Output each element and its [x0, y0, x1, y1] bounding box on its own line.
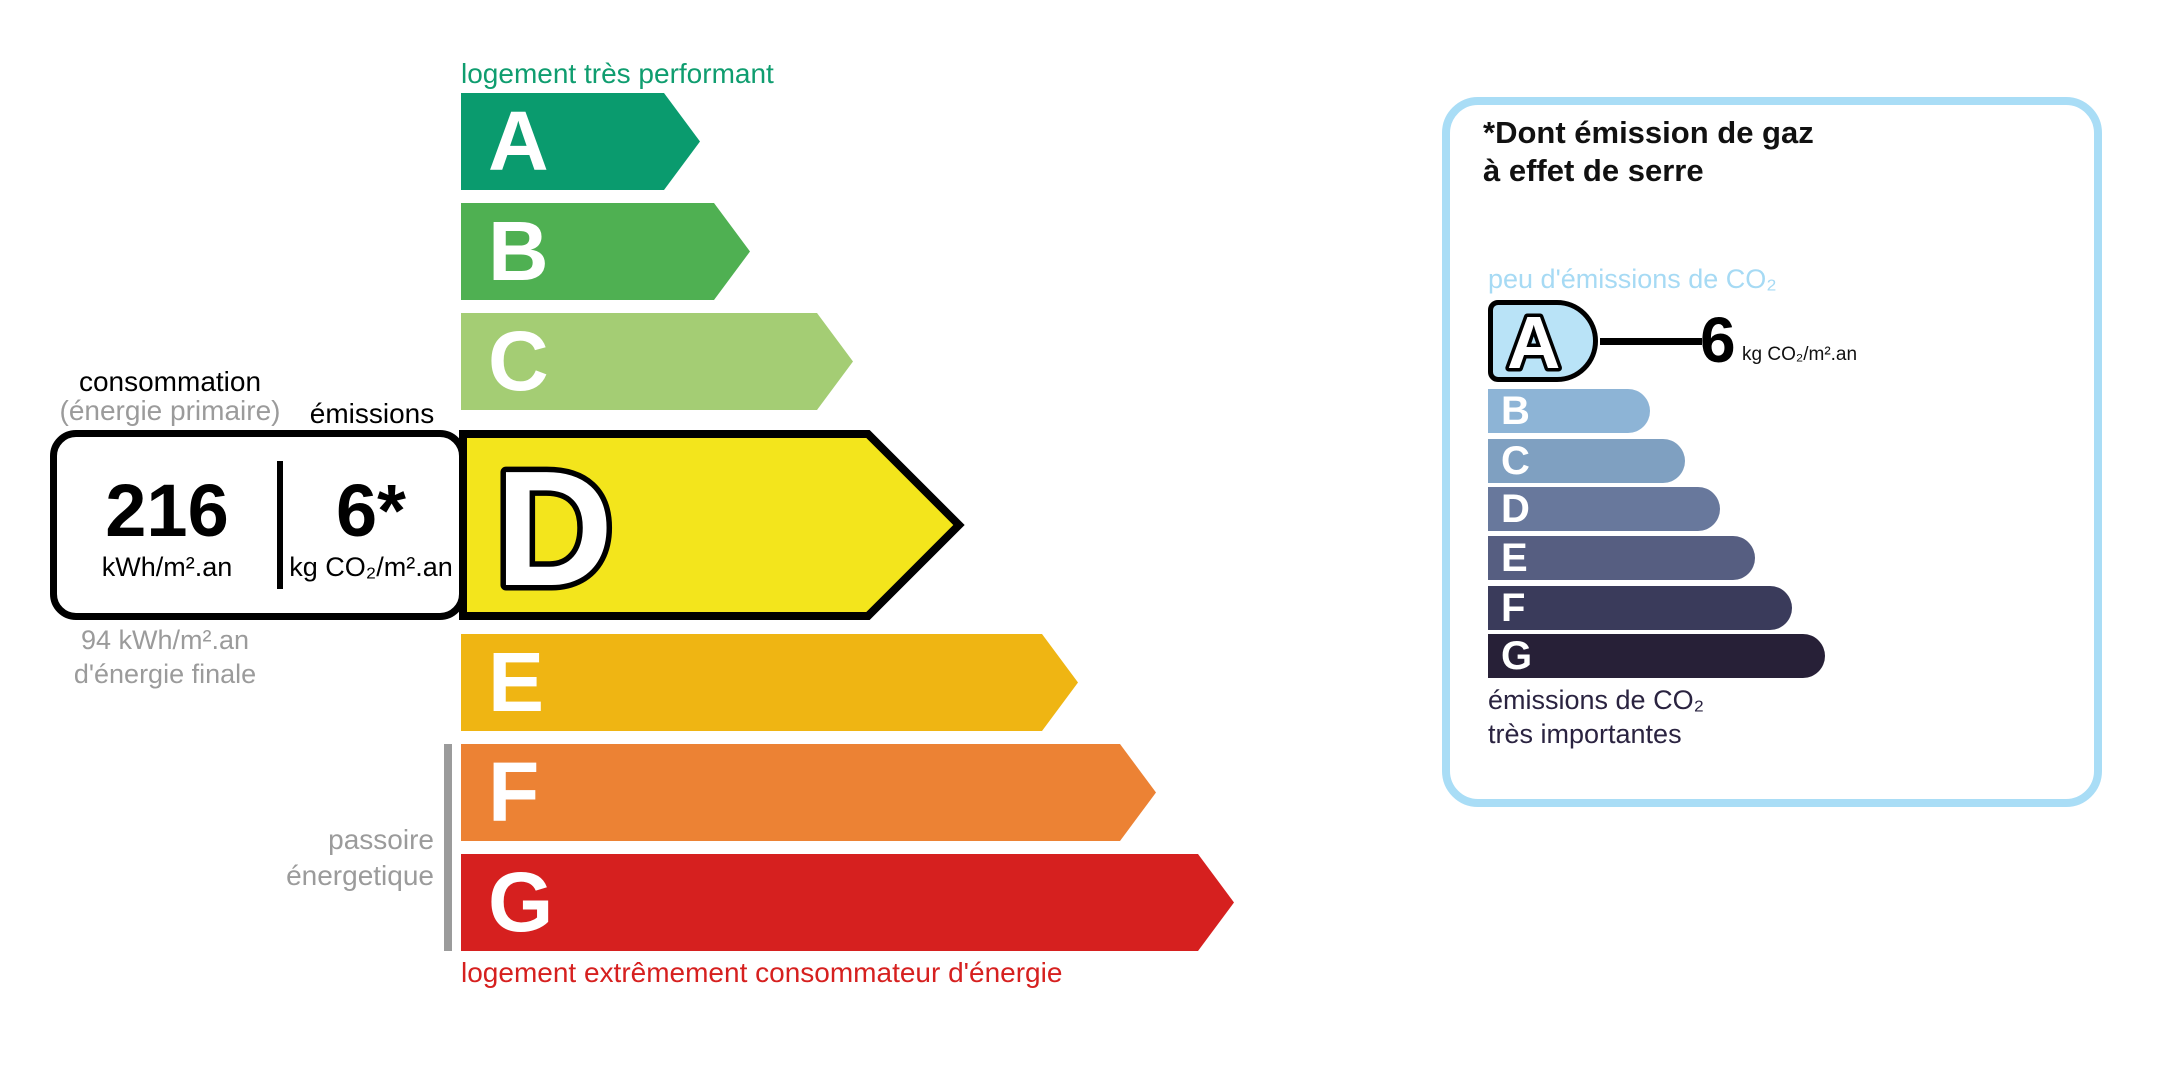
emissions-label: émissions: [309, 398, 435, 429]
co2-title-line1: *Dont émission de gaz: [1483, 115, 1814, 150]
co2-class-letter-f: F: [1501, 586, 1526, 630]
energy-class-letter-d: D: [495, 437, 613, 620]
co2-class-bar-f: F: [1488, 586, 1792, 630]
energy-class-letter-a: A: [488, 94, 549, 188]
energy-class-bar-d: D: [459, 430, 965, 620]
co2-value: 6: [1700, 304, 1736, 376]
co2-high-line2: très importantes: [1488, 718, 1682, 749]
emissions-unit: kg CO₂/m².an: [289, 551, 453, 582]
consumption-cell: 216 kWh/m².an: [57, 437, 277, 613]
co2-low-emissions-label: peu d'émissions de CO₂: [1488, 264, 1777, 294]
emissions-cell: 6* kg CO₂/m².an: [283, 437, 459, 613]
co2-class-bar-g: G: [1488, 634, 1825, 678]
co2-class-badge-a: A: [1488, 298, 1598, 388]
consumption-label-group: consommation (énergie primaire): [50, 366, 290, 426]
energy-class-bar-g: G: [461, 854, 1234, 951]
co2-high-emissions-label: émissions de CO₂ très importantes: [1488, 684, 1704, 752]
passoire-line2: énergetique: [286, 860, 434, 892]
co2-value-connector-line: [1600, 338, 1702, 345]
energy-class-bar-b: B: [461, 203, 750, 300]
co2-badge-letter-svg: A: [1504, 298, 1564, 388]
co2-class-letter-b: B: [1501, 389, 1530, 433]
primary-energy-sublabel: (énergie primaire): [59, 394, 281, 426]
co2-class-bar-c: C: [1488, 439, 1685, 483]
co2-high-line1: émissions de CO₂: [1488, 685, 1705, 715]
co2-class-letter-g: G: [1501, 634, 1533, 678]
energy-class-letter-g: G: [488, 855, 554, 949]
consumption-unit: kWh/m².an: [101, 551, 233, 582]
final-energy-note: 94 kWh/m².an d'énergie finale: [40, 624, 290, 692]
high-consumption-label: logement extrêmement consommateur d'éner…: [461, 957, 1063, 988]
co2-class-bar-b: B: [1488, 389, 1650, 433]
co2-class-letter-d: D: [1501, 487, 1530, 531]
consumption-label: consommation: [78, 366, 262, 397]
co2-title-line2: à effet de serre: [1483, 152, 1704, 188]
passoire-bracket-bar: [444, 744, 452, 951]
energy-class-letter-c: C: [488, 314, 549, 408]
final-energy-line2: d'énergie finale: [73, 658, 257, 689]
co2-class-letter-a: A: [1507, 305, 1560, 377]
co2-class-letter-c: C: [1501, 439, 1530, 483]
energy-class-letter-b: B: [488, 204, 549, 298]
value-box-divider: [277, 461, 283, 589]
co2-panel-title: *Dont émission de gaz à effet de serre: [1483, 114, 1814, 190]
emissions-value: 6*: [336, 468, 406, 552]
energy-class-bar-e: E: [461, 634, 1078, 731]
consumption-value-box: 216 kWh/m².an 6* kg CO₂/m².an: [50, 430, 466, 620]
consumption-value: 216: [105, 468, 229, 552]
passoire-line1: passoire: [328, 824, 434, 855]
final-energy-line1: 94 kWh/m².an: [80, 625, 250, 655]
energy-class-letter-e: E: [488, 635, 545, 729]
top-performance-label: logement très performant: [461, 58, 774, 89]
co2-class-bar-e: E: [1488, 536, 1755, 580]
energy-class-letter-f: F: [488, 745, 540, 839]
passoire-energetique-label: passoire énergetique: [228, 822, 434, 895]
energy-class-bar-f: F: [461, 744, 1156, 841]
co2-class-letter-e: E: [1501, 536, 1528, 580]
co2-value-unit: kg CO₂/m².an: [1742, 344, 1858, 365]
energy-class-bar-c: C: [461, 313, 853, 410]
energy-class-bar-a: A: [461, 93, 700, 190]
d-arrow-shape: [459, 430, 965, 620]
co2-class-bar-d: D: [1488, 487, 1720, 531]
